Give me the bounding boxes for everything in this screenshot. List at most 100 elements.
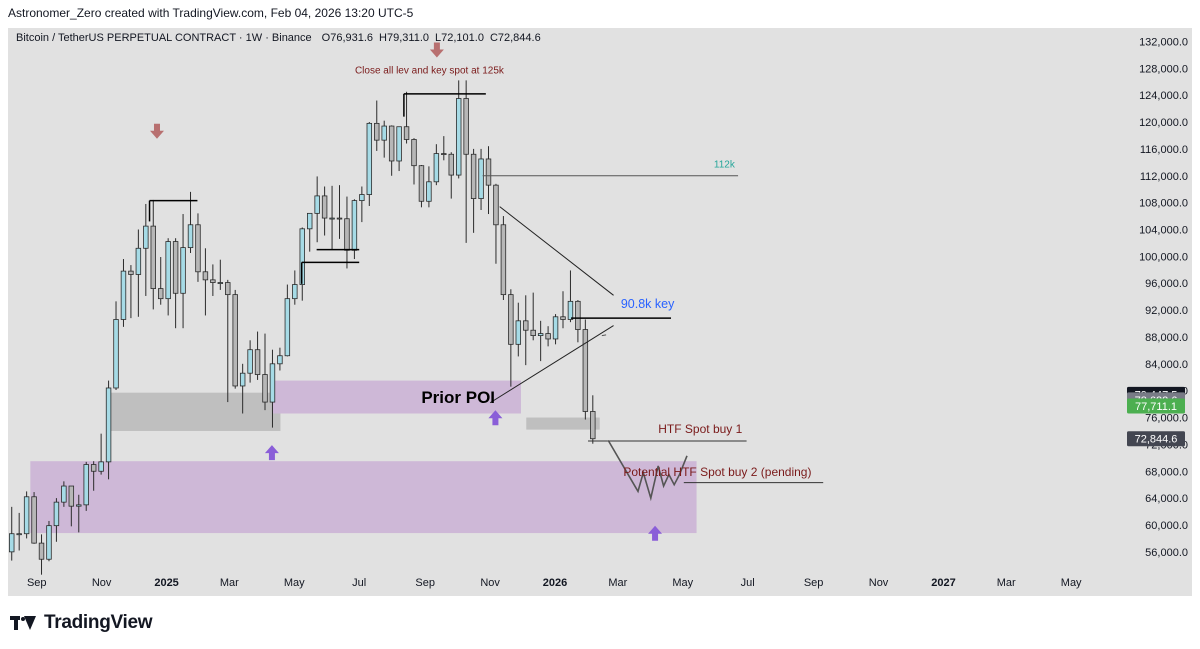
y-tick-label: 116,000.0 [1140, 144, 1188, 156]
x-tick-label: Jul [741, 577, 755, 589]
y-tick-label: 76,000.0 [1145, 413, 1188, 425]
y-tick-label: 96,000.0 [1145, 278, 1188, 290]
candle-body [239, 372, 246, 387]
y-tick-label: 88,000.0 [1145, 332, 1188, 344]
candle [68, 485, 75, 527]
candle-body [46, 525, 52, 560]
candle [38, 534, 45, 575]
candle-body [470, 153, 477, 199]
candle-body [53, 501, 60, 527]
candle-body [217, 282, 224, 284]
candle [187, 191, 194, 253]
symbol-legend: Bitcoin / TetherUS PERPETUAL CONTRACT · … [16, 32, 541, 44]
price-badge: 72,844.6 [1127, 431, 1185, 447]
tradingview-wordmark: TradingView [44, 612, 153, 633]
y-tick-label: 56,000.0 [1145, 547, 1188, 559]
arrow-up-projection [648, 525, 663, 541]
candle [165, 238, 171, 316]
candle-body [31, 496, 37, 544]
candle-body [508, 294, 514, 345]
arrow-up-prior-poi [488, 410, 503, 426]
candle [180, 214, 186, 329]
label-htf-spot-buy-2: Potential HTF Spot buy 2 (pending) [623, 465, 811, 479]
x-tick-label: 2026 [543, 577, 567, 589]
symbol-name[interactable]: Bitcoin / TetherUS PERPETUAL CONTRACT · … [16, 32, 312, 44]
candle-body [180, 247, 186, 294]
candle-body [418, 165, 425, 202]
candle [195, 213, 201, 282]
y-tick-label: 100,000.0 [1139, 251, 1188, 263]
ohlc-low: L72,101.0 [435, 32, 484, 44]
candle-body [314, 195, 320, 214]
x-tick-label: Jul [352, 577, 366, 589]
price-badge: 77,711.1 [1127, 398, 1185, 414]
candle [470, 148, 477, 233]
x-axis-area [8, 572, 1118, 596]
candle-body [68, 485, 75, 507]
candle [150, 199, 156, 310]
candle-body [567, 300, 574, 320]
candle [76, 494, 82, 533]
y-tick-label: 120,000.0 [1139, 117, 1188, 129]
x-tick-label: Nov [92, 577, 112, 589]
ohlc-close: C72,844.6 [490, 32, 541, 44]
candle-body [202, 271, 209, 281]
x-tick-label: Sep [415, 577, 435, 589]
zone-prior-poi [271, 380, 521, 414]
candle [366, 122, 373, 206]
candle-body [441, 153, 447, 155]
price-badge-bg [1127, 398, 1185, 414]
candle [552, 314, 559, 345]
tradingview-logo[interactable]: TradingView [10, 612, 153, 634]
candle-body [485, 158, 492, 186]
candle [411, 138, 417, 185]
candle-body [582, 329, 589, 412]
candle-body [575, 300, 581, 330]
ohlc-open: O76,931.6 [322, 32, 373, 44]
candle [105, 380, 112, 480]
y-tick-label: 104,000.0 [1139, 224, 1188, 236]
arrow-down-125k [429, 42, 444, 58]
candle [590, 395, 596, 444]
arrow-down-108k [149, 123, 164, 139]
attribution-bar: Astronomer_Zero created with TradingView… [0, 0, 1200, 28]
candle [113, 301, 119, 390]
x-tick-label: 2025 [154, 577, 178, 589]
footer: TradingView [0, 596, 1200, 649]
line-crossing-tick [601, 334, 607, 337]
zone-grey-left [106, 392, 281, 431]
candle-body [284, 298, 291, 357]
candle [239, 363, 246, 414]
candle-body [225, 282, 231, 296]
label-htf-spot-buy-1: HTF Spot buy 1 [658, 422, 742, 436]
candle-body [396, 126, 402, 162]
candle-body [359, 194, 365, 202]
line-trend-down [499, 206, 614, 296]
price-badge-bg [1127, 431, 1185, 447]
candle [426, 166, 432, 208]
x-tick-label: May [1061, 577, 1082, 589]
y-tick-label: 124,000.0 [1139, 90, 1188, 102]
price-chart[interactable]: Close all lev and key spot at 125k 112k 90… [0, 0, 1200, 596]
candle [16, 512, 22, 551]
candle-body [120, 270, 127, 320]
label-90-8k-key: 90.8k key [621, 297, 675, 311]
candle-body [247, 349, 253, 374]
candle [210, 264, 216, 296]
candle [433, 144, 440, 186]
projection-path [607, 439, 688, 502]
candle-body [135, 247, 142, 275]
candle-body [262, 374, 268, 403]
candle [31, 492, 37, 544]
candle-body [38, 542, 45, 560]
candle-body [455, 98, 462, 176]
x-tick-label: May [284, 577, 305, 589]
candle-body [463, 98, 469, 155]
candle-body [254, 349, 261, 375]
candle [381, 120, 387, 158]
candle-body [388, 125, 395, 162]
y-tick-label: 64,000.0 [1145, 493, 1188, 505]
candle [493, 183, 499, 264]
candle [448, 152, 454, 199]
candle [515, 302, 522, 357]
